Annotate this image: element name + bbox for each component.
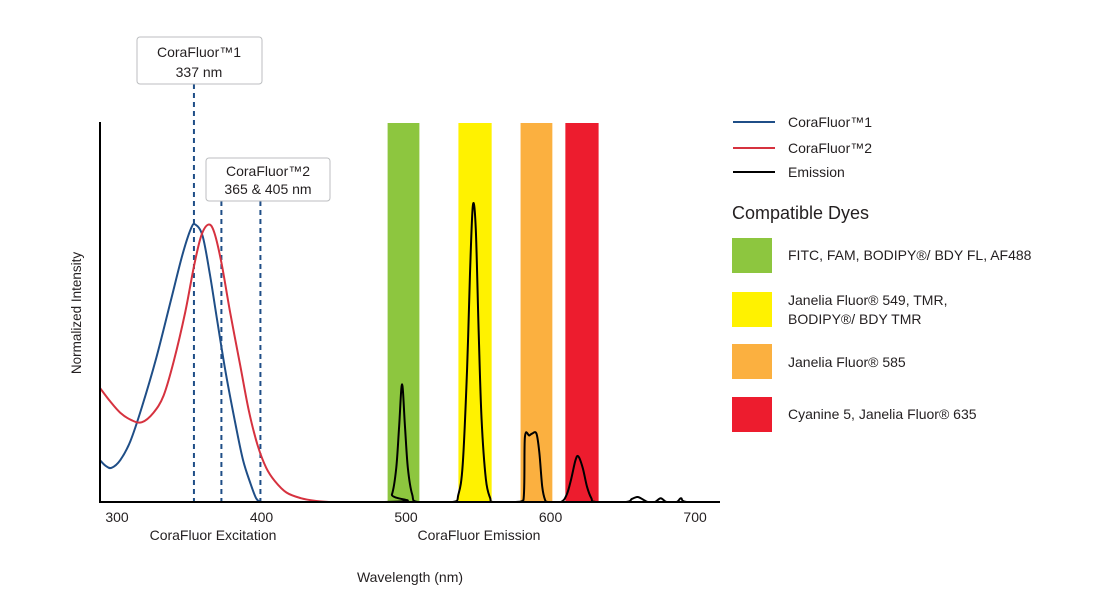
dye-band-0	[387, 123, 420, 502]
legend-label: Emission	[788, 164, 845, 180]
section-label-excitation: CoraFluor Excitation	[150, 527, 277, 543]
curves	[99, 202, 720, 504]
x-tick-label: 300	[105, 509, 129, 525]
x-tick-labels: 300 400 500 600 700	[105, 509, 707, 525]
dye-band-2	[520, 123, 553, 502]
x-tick-label: 400	[250, 509, 274, 525]
dye-label-line2: BODIPY®/ BDY TMR	[788, 311, 922, 327]
series-line-1	[99, 223, 330, 503]
x-axis-label: Wavelength (nm)	[357, 569, 463, 585]
dye-label: Janelia Fluor® 585	[788, 354, 906, 370]
dye-band-3	[565, 123, 599, 502]
section-label-emission: CoraFluor Emission	[418, 527, 541, 543]
legend-title: Compatible Dyes	[732, 203, 869, 223]
annotation-value: 365 & 405 nm	[224, 181, 311, 197]
dye-label: Janelia Fluor® 549, TMR,	[788, 292, 947, 308]
x-tick-label: 600	[539, 509, 563, 525]
annotation-value: 337 nm	[176, 64, 223, 80]
x-tick-label: 500	[394, 509, 418, 525]
excitation-markers	[192, 84, 262, 502]
dye-swatch-green	[732, 238, 772, 273]
annotation-corafluor2: CoraFluor™2 365 & 405 nm	[205, 157, 331, 202]
legend: CoraFluor™1 CoraFluor™2 Emission Compati…	[732, 114, 1032, 432]
legend-label: CoraFluor™2	[788, 140, 872, 156]
dye-swatch-red	[732, 397, 772, 432]
series-line-0	[99, 222, 262, 503]
y-axis-label: Normalized Intensity	[69, 252, 84, 375]
series-line-2	[100, 202, 720, 504]
dye-swatch-yellow	[732, 292, 772, 327]
dye-label: FITC, FAM, BODIPY®/ BDY FL, AF488	[788, 247, 1032, 263]
legend-label: CoraFluor™1	[788, 114, 872, 130]
dye-label: Cyanine 5, Janelia Fluor® 635	[788, 406, 977, 422]
annotation-title: CoraFluor™1	[157, 44, 241, 60]
annotation-corafluor1: CoraFluor™1 337 nm	[136, 36, 263, 85]
dye-swatch-orange	[732, 344, 772, 379]
annotation-title: CoraFluor™2	[226, 163, 310, 179]
dye-bands	[387, 123, 599, 502]
x-tick-label: 700	[683, 509, 707, 525]
